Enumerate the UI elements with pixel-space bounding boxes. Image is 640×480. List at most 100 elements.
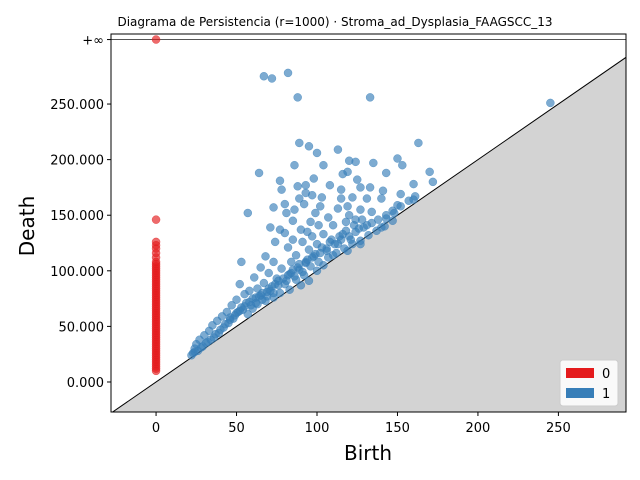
data-point <box>262 252 270 260</box>
data-point <box>237 258 245 266</box>
data-point <box>356 206 364 214</box>
data-point <box>363 195 371 203</box>
data-point <box>352 158 360 166</box>
data-point <box>270 258 278 266</box>
data-point <box>308 232 316 240</box>
data-point <box>336 232 344 240</box>
data-point <box>228 301 236 309</box>
data-point <box>265 269 273 277</box>
data-point <box>334 205 342 213</box>
legend: 01 <box>560 360 618 406</box>
data-point <box>316 202 324 210</box>
y-tick-label: 250.000 <box>50 98 104 113</box>
data-point <box>356 237 364 245</box>
data-point <box>340 245 348 253</box>
legend-label-1: 1 <box>602 387 610 402</box>
data-point <box>284 243 292 251</box>
data-point <box>300 200 308 208</box>
y-axis-label: Death <box>15 196 39 256</box>
data-point <box>281 229 289 237</box>
data-point <box>260 72 268 80</box>
data-point <box>311 250 319 258</box>
y-tick-label: 200.000 <box>50 154 104 169</box>
data-point <box>236 280 244 288</box>
data-point <box>334 146 342 154</box>
data-point <box>337 195 345 203</box>
data-point <box>348 240 356 248</box>
data-point <box>348 193 356 201</box>
data-point <box>287 258 295 266</box>
data-point <box>373 227 381 235</box>
x-tick-label: 50 <box>228 421 245 436</box>
data-point <box>226 314 234 322</box>
y-tick-label: 0.000 <box>67 376 104 391</box>
data-point <box>546 99 554 107</box>
data-point <box>329 221 337 229</box>
data-point <box>318 243 326 251</box>
data-point <box>270 203 278 211</box>
data-point <box>398 161 406 169</box>
data-point <box>294 182 302 190</box>
data-point <box>299 268 307 276</box>
x-tick-label: 150 <box>385 421 410 436</box>
data-point <box>241 290 249 298</box>
data-point <box>305 142 313 150</box>
data-point <box>350 221 358 229</box>
data-point <box>368 208 376 216</box>
data-point <box>369 159 377 167</box>
data-point <box>360 223 368 231</box>
data-point <box>299 238 307 246</box>
data-point <box>319 230 327 238</box>
data-point <box>389 207 397 215</box>
data-point <box>289 236 297 244</box>
data-point <box>365 231 373 239</box>
data-point <box>315 258 323 266</box>
data-point <box>377 195 385 203</box>
x-tick-label: 100 <box>305 421 330 436</box>
data-point <box>268 74 276 82</box>
data-point <box>397 202 405 210</box>
data-point <box>284 69 292 77</box>
data-point <box>307 218 315 226</box>
data-point <box>318 193 326 201</box>
legend-label-0: 0 <box>602 367 610 382</box>
data-point <box>152 36 160 44</box>
data-point <box>297 281 305 289</box>
data-point <box>426 168 434 176</box>
chart-title: Diagrama de Persistencia (r=1000) · Stro… <box>117 15 552 29</box>
data-point <box>332 249 340 257</box>
data-point <box>339 170 347 178</box>
data-point <box>389 217 397 225</box>
x-tick-label: 0 <box>152 421 160 436</box>
data-point <box>303 256 311 264</box>
data-point <box>294 93 302 101</box>
data-point <box>290 206 298 214</box>
data-point <box>324 213 332 221</box>
x-tick-label: 200 <box>466 421 491 436</box>
y-tick-label: 50.000 <box>59 320 105 335</box>
data-point <box>374 216 382 224</box>
data-point <box>315 221 323 229</box>
data-point <box>295 260 303 268</box>
data-point <box>397 190 405 198</box>
data-point <box>255 169 263 177</box>
x-axis-label: Birth <box>344 441 392 465</box>
data-point <box>379 187 387 195</box>
y-tick-label-infinity: +∞ <box>82 34 104 49</box>
data-point <box>295 139 303 147</box>
data-point <box>326 238 334 246</box>
data-point <box>313 149 321 157</box>
y-tick-label: 150.000 <box>50 209 104 224</box>
data-point <box>342 227 350 235</box>
data-point <box>310 175 318 183</box>
data-point <box>290 161 298 169</box>
data-point <box>289 266 297 274</box>
data-point <box>281 200 289 208</box>
data-point <box>257 263 265 271</box>
data-point <box>344 202 352 210</box>
data-point <box>244 209 252 217</box>
data-point <box>356 183 364 191</box>
data-point <box>278 186 286 194</box>
data-point <box>247 301 255 309</box>
